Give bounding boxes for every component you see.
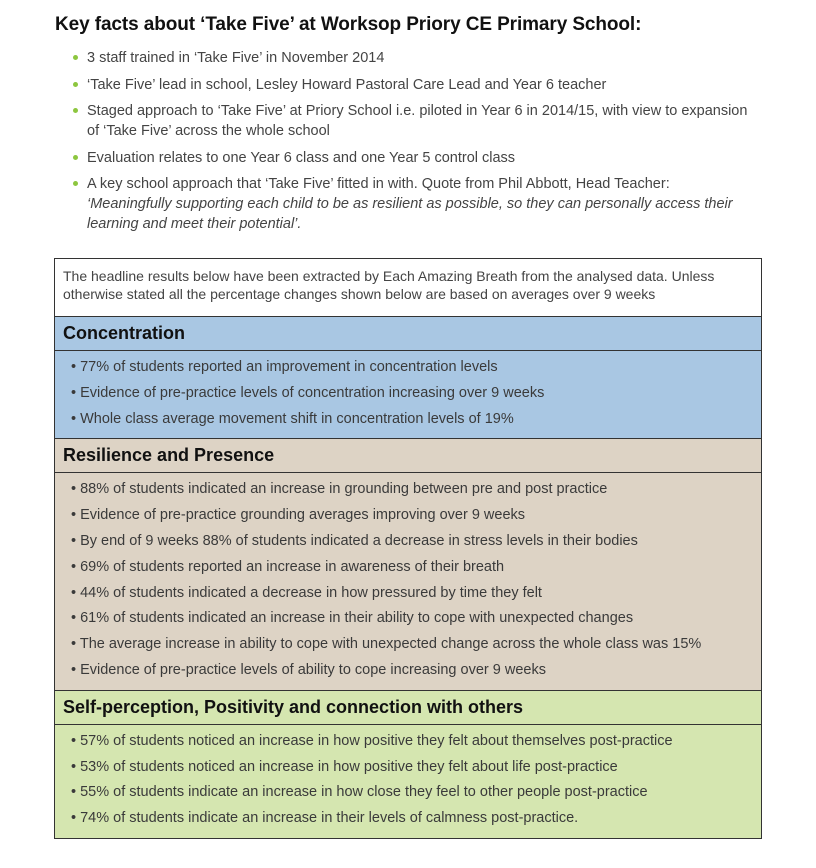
fact-text: A key school approach that ‘Take Five’ f… <box>87 176 670 192</box>
result-item: • 53% of students noticed an increase in… <box>71 758 618 775</box>
result-item: • 88% of students indicated an increase … <box>71 481 608 498</box>
result-item: • Evidence of pre-practice levels of abi… <box>71 661 546 678</box>
result-item: • 61% of students indicated an increase … <box>71 610 634 627</box>
section-heading-concentration: Concentration <box>55 317 761 351</box>
section-body-resilience: • 88% of students indicated an increase … <box>55 473 761 691</box>
result-item: • The average increase in ability to cop… <box>71 636 702 653</box>
section-body-self-perception: • 57% of students noticed an increase in… <box>55 724 761 839</box>
result-item: • Evidence of pre-practice levels of con… <box>71 384 545 401</box>
fact-item: ‘Take Five’ lead in school, Lesley Howar… <box>72 75 762 95</box>
fact-item: Staged approach to ‘Take Five’ at Priory… <box>72 101 762 141</box>
results-intro: The headline results below have been ext… <box>55 259 761 317</box>
section-heading-resilience: Resilience and Presence <box>55 439 761 474</box>
result-item: • Whole class average movement shift in … <box>71 410 514 427</box>
result-item: • 57% of students noticed an increase in… <box>71 732 673 749</box>
result-item: • 74% of students indicate an increase i… <box>71 810 579 827</box>
result-item: • 55% of students indicate an increase i… <box>71 784 648 801</box>
fact-item: 3 staff trained in ‘Take Five’ in Novemb… <box>72 48 762 68</box>
head-teacher-quote: ‘Meaningfully supporting each child to b… <box>87 196 733 232</box>
result-item: • 69% of students reported an increase i… <box>71 558 505 575</box>
page-title: Key facts about ‘Take Five’ at Worksop P… <box>55 14 642 35</box>
results-table: The headline results below have been ext… <box>54 258 762 839</box>
result-item: • 77% of students reported an improvemen… <box>71 359 498 375</box>
result-item: • 44% of students indicated a decrease i… <box>71 584 542 601</box>
fact-item: A key school approach that ‘Take Five’ f… <box>72 174 762 234</box>
section-body-concentration: • 77% of students reported an improvemen… <box>55 351 761 440</box>
key-facts-list: 3 staff trained in ‘Take Five’ in Novemb… <box>72 48 762 241</box>
section-heading-self-perception: Self-perception, Positivity and connecti… <box>55 690 761 725</box>
result-item: • By end of 9 weeks 88% of students indi… <box>71 532 638 549</box>
fact-item: Evaluation relates to one Year 6 class a… <box>72 148 762 168</box>
result-item: • Evidence of pre-practice grounding ave… <box>71 507 526 524</box>
